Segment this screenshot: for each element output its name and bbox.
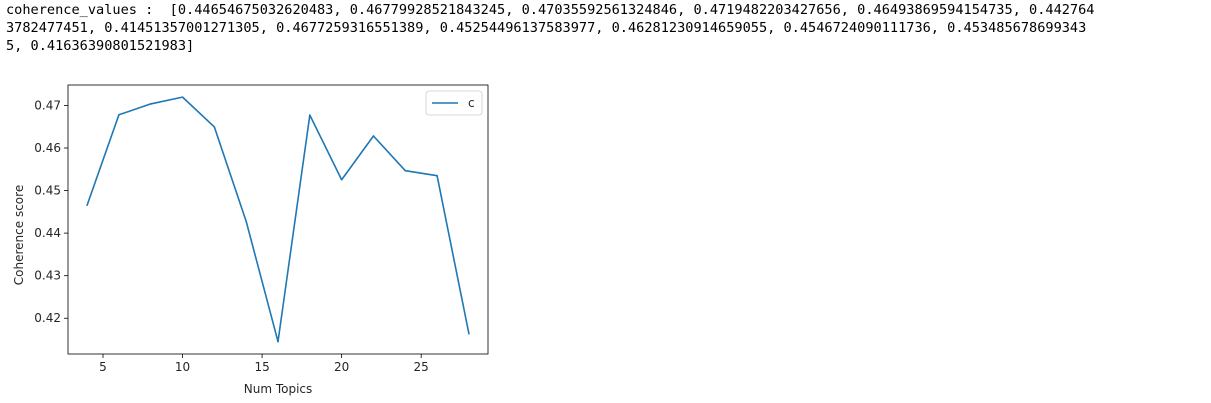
legend-label: c [468, 96, 475, 110]
cell-output-text: coherence_values : [0.44654675032620483,… [6, 1, 1196, 55]
output-line-1: coherence_values : [0.44654675032620483,… [6, 2, 1095, 18]
plot-frame [67, 84, 489, 355]
data-point [404, 169, 407, 172]
data-point [468, 332, 470, 335]
data-point [149, 103, 152, 105]
data-point [118, 113, 120, 116]
y-tick-label: 0.46 [34, 141, 61, 155]
data-point [181, 96, 184, 98]
plot-border [67, 84, 489, 355]
data-point [245, 220, 247, 223]
axis-ticks: 5 10 15 20 25 0.42 0.43 0.44 0.45 0.46 0.47 [34, 98, 429, 374]
y-tick-label: 0.43 [34, 269, 61, 283]
y-axis-label: Coherence score [12, 185, 26, 285]
data-point [372, 135, 375, 137]
x-tick-label: 20 [334, 360, 349, 374]
legend: c [425, 90, 483, 116]
output-line-3: 5, 0.41636390801521983] [6, 38, 195, 54]
y-tick-label: 0.44 [34, 226, 61, 240]
x-tick-label: 15 [254, 360, 269, 374]
coherence-line-chart: 5 10 15 20 25 0.42 0.43 0.44 0.45 0.46 0.47 Num To… [12, 84, 489, 396]
y-tick-label: 0.47 [34, 98, 61, 112]
output-line-2: 3782477451, 0.41451357001271305, 0.46772… [6, 20, 1087, 36]
x-tick-label: 25 [414, 360, 429, 374]
y-tick-label: 0.45 [34, 184, 61, 198]
x-axis-label: Num Topics [244, 382, 313, 396]
data-point [213, 126, 216, 128]
data-point [436, 174, 438, 177]
x-tick-label: 5 [99, 360, 107, 374]
x-tick-label: 10 [175, 360, 190, 374]
y-tick-label: 0.42 [34, 311, 61, 325]
data-point [277, 340, 279, 343]
series-lines [86, 96, 470, 343]
series-line-c [86, 96, 470, 343]
data-point [340, 178, 343, 181]
data-point [86, 204, 88, 207]
data-point [309, 114, 311, 116]
